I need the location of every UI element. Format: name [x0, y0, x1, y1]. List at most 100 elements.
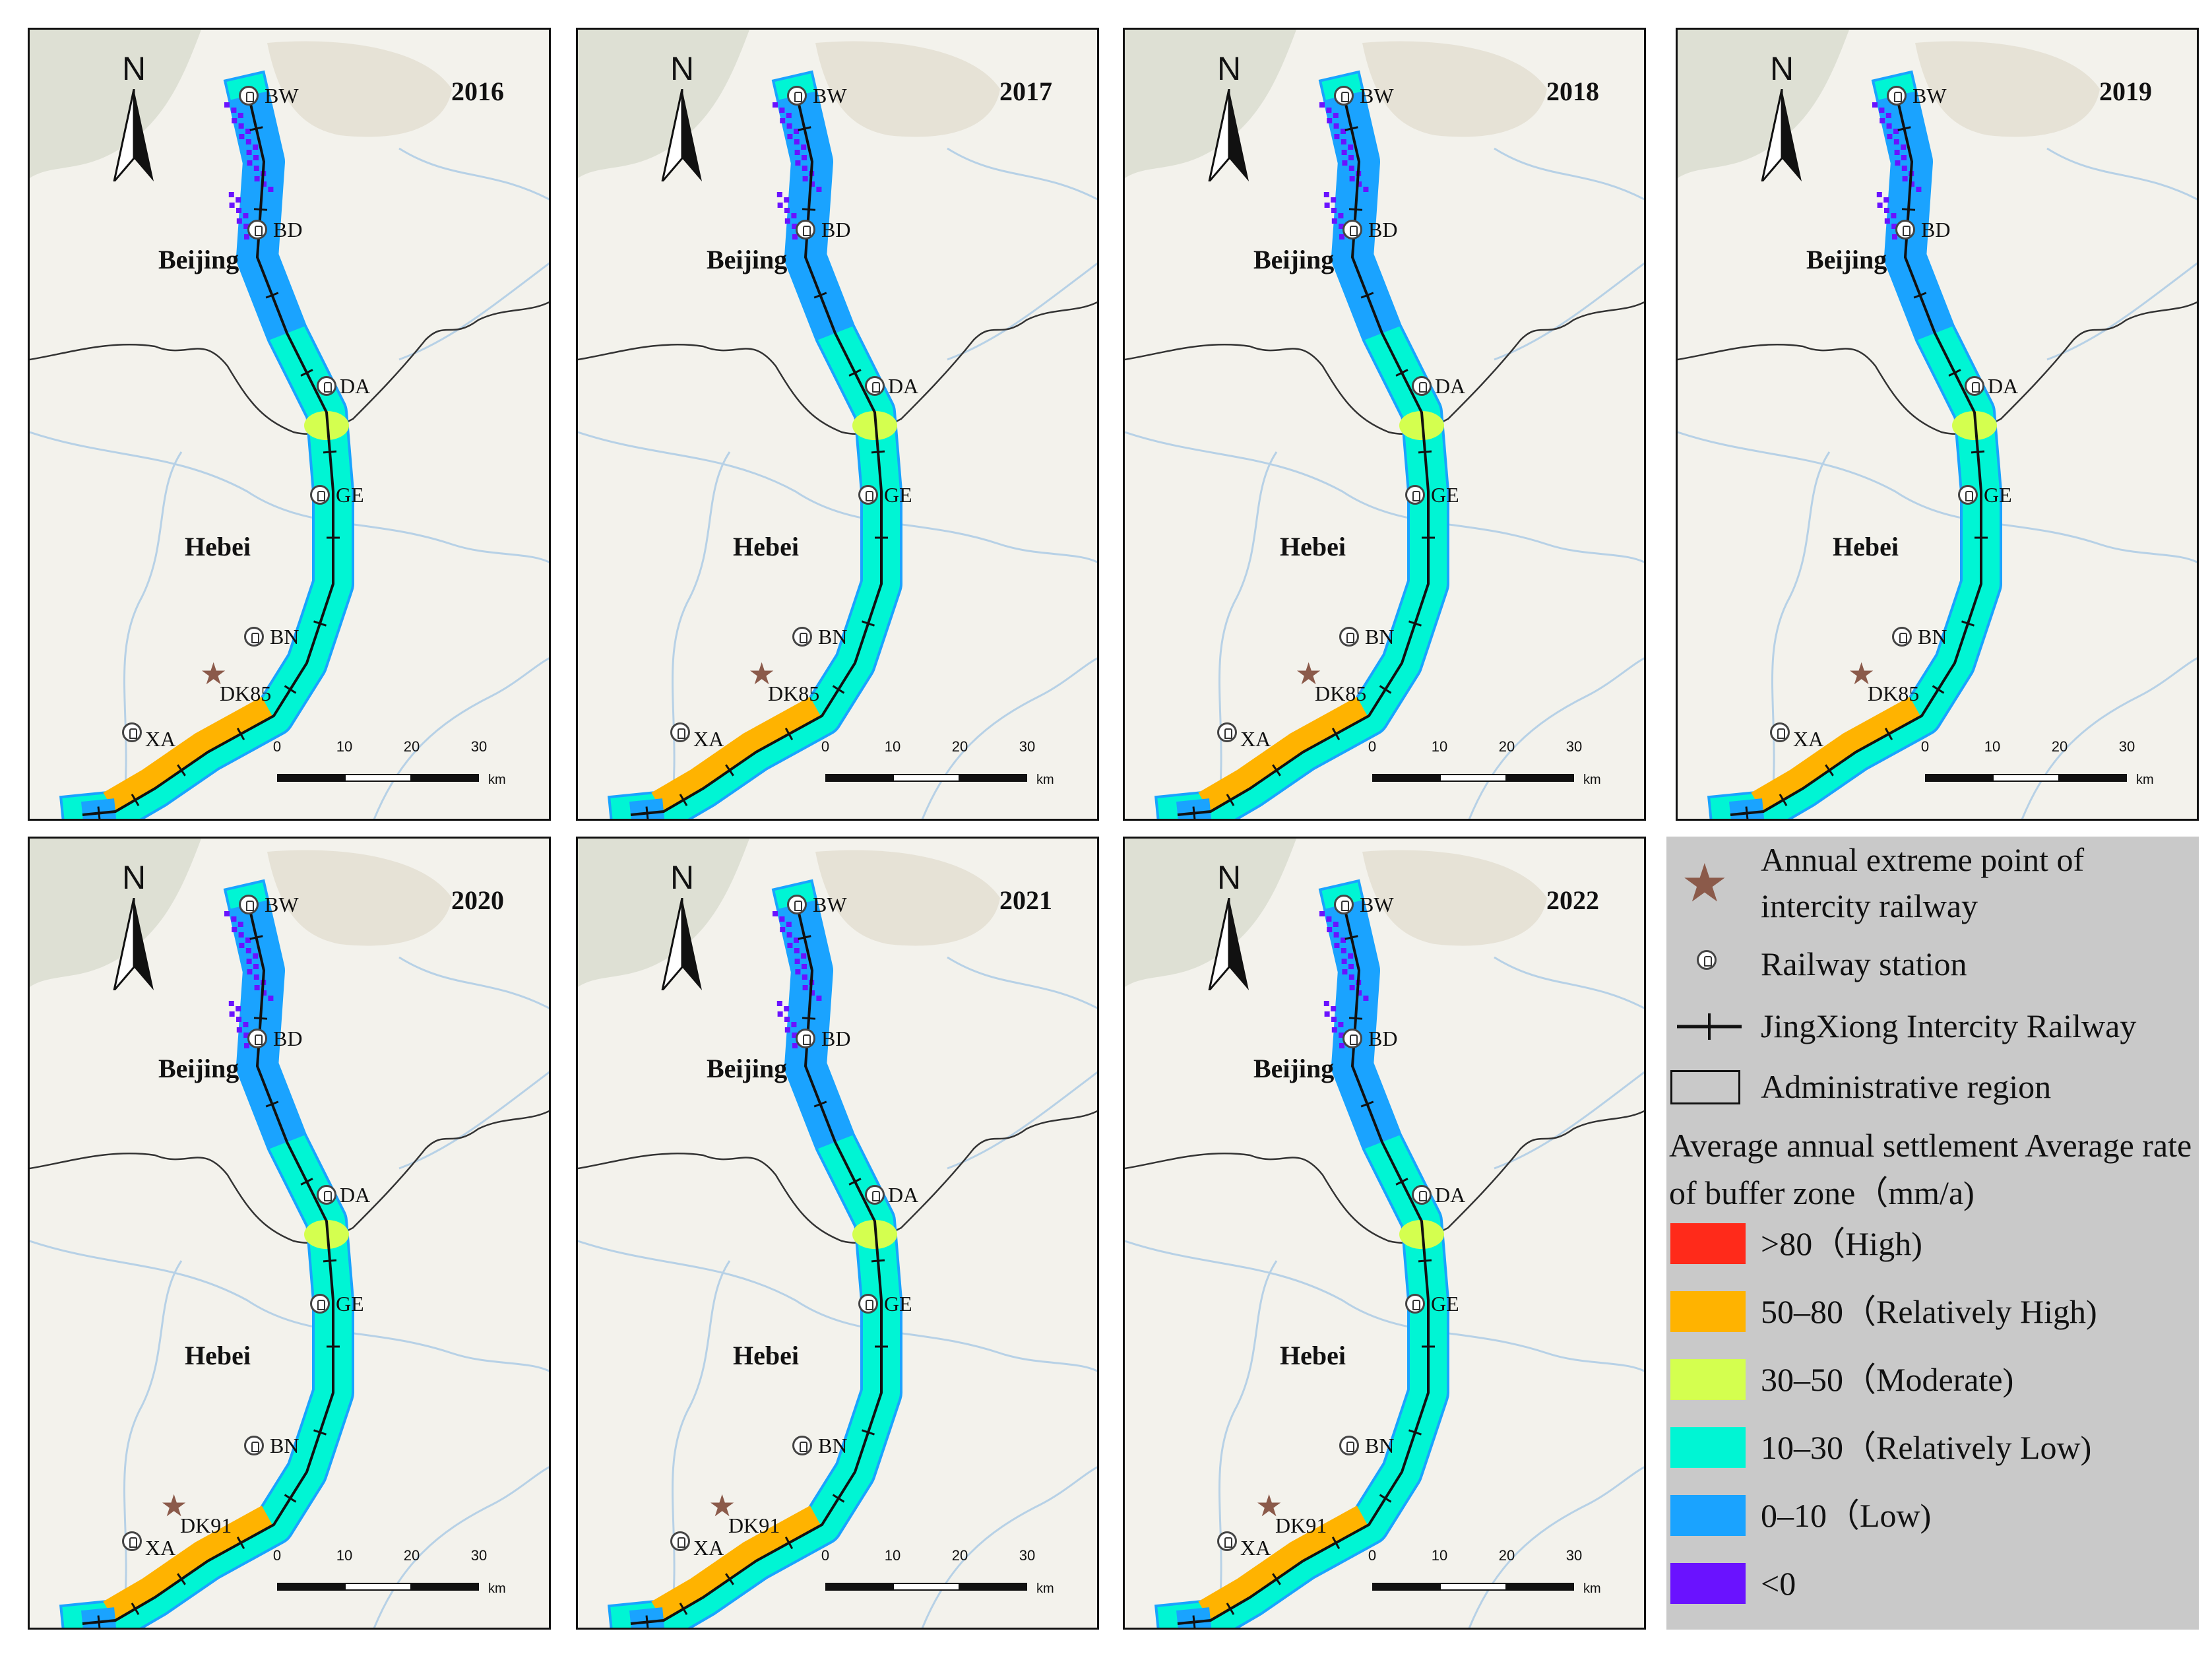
legend-railway: JingXiong Intercity Railway: [1666, 998, 2199, 1057]
railway-tick: [177, 1573, 186, 1585]
settlement-cell-negative: [236, 218, 242, 224]
river-line: [947, 956, 1097, 1009]
settlement-cell-negative: [1876, 192, 1882, 197]
settlement-cell-negative: [1901, 155, 1907, 160]
settlement-cell-negative: [1348, 155, 1354, 160]
railway-tick: [236, 728, 245, 740]
settlement-cell-negative: [1331, 208, 1337, 213]
north-arrow-icon: [1208, 898, 1249, 990]
railway-tick: [1825, 764, 1834, 777]
railway-tick: [131, 794, 140, 806]
settlement-cell-negative: [1334, 943, 1340, 948]
settlement-cell-negative: [802, 974, 807, 980]
station-label-bd: BD: [1921, 218, 1951, 241]
river-line: [121, 1260, 183, 1628]
settlement-cell-negative: [1886, 123, 1892, 129]
settlement-cell-negative: [236, 1006, 241, 1011]
legend-class-row: <0: [1666, 1560, 2199, 1620]
settlement-cell-negative: [795, 160, 801, 166]
railway-tick: [253, 208, 268, 211]
legend-railway-label: JingXiong Intercity Railway: [1761, 1007, 2137, 1044]
settlement-cell-negative: [254, 176, 260, 181]
settlement-cell-negative: [1319, 102, 1325, 108]
terrain-shading: [30, 839, 201, 987]
scale-tick-label: 0: [821, 738, 830, 755]
settlement-cell-negative: [792, 1033, 798, 1038]
settlement-cell-negative: [1909, 181, 1914, 187]
buffer-zone-band: [610, 73, 900, 819]
scale-segment: [412, 774, 479, 782]
buffer-zone-relatively-high: [1751, 697, 1921, 812]
railway-tick: [265, 1100, 279, 1108]
settlement-cell-negative: [243, 1033, 249, 1038]
settlement-cell-negative: [1884, 218, 1890, 224]
river-line: [30, 431, 549, 563]
scale-tick-label: 20: [1498, 738, 1515, 755]
settlement-cell-negative: [228, 1001, 234, 1006]
settlement-cell-negative: [794, 150, 800, 155]
settlement-cell-negative: [1892, 234, 1897, 239]
legend-class-row: 30–50（Moderate): [1666, 1356, 2199, 1416]
panel-year-label: 2016: [451, 77, 504, 106]
settlement-cell-negative: [794, 959, 800, 964]
railway-station-icon: [122, 722, 142, 742]
railway-tick: [1884, 728, 1893, 740]
settlement-cell-negative: [224, 102, 230, 108]
north-arrow: N: [108, 49, 167, 181]
legend-color-swatch: [1670, 1359, 1746, 1400]
settlement-cell-negative: [238, 932, 244, 938]
panel-year-label: 2019: [2099, 77, 2152, 106]
legend-class-row: 0–10（Low): [1666, 1492, 2199, 1552]
settlement-cell-negative: [236, 1017, 241, 1022]
railway-tick: [1948, 369, 1961, 377]
railway-station-icon: [239, 895, 259, 914]
settlement-cell-negative: [1331, 1006, 1337, 1011]
settlement-cell-negative: [1323, 1001, 1329, 1006]
settlement-cell-negative: [1349, 176, 1355, 181]
north-arrow-letter: N: [670, 50, 695, 87]
scale-segment: [2060, 774, 2127, 782]
region-label-hebei: Hebei: [1280, 532, 1346, 561]
settlement-cell-negative: [1341, 150, 1347, 155]
settlement-cell-negative: [780, 927, 786, 932]
river-line: [1217, 1260, 1278, 1628]
railway-station-icon: [792, 1436, 812, 1455]
railway-station-icon: [670, 722, 690, 742]
railway-tick: [284, 685, 297, 694]
railway-station-icon: [1895, 220, 1915, 239]
settlement-cell-negative: [801, 953, 807, 959]
river-line: [1494, 1071, 1644, 1170]
settlement-cell-negative: [1334, 134, 1340, 139]
railway-tick: [862, 1429, 875, 1436]
scale-tick-label: 0: [821, 1547, 830, 1564]
settlement-cell-negative: [246, 150, 252, 155]
region-label-hebei: Hebei: [733, 532, 799, 561]
settlement-cell-negative: [779, 916, 785, 922]
settlement-cell-negative: [787, 134, 793, 139]
scale-segment: [1439, 774, 1507, 782]
scale-segment: [1992, 774, 2060, 782]
panel-year-label: 2018: [1546, 77, 1599, 106]
north-arrow-icon: [661, 898, 702, 990]
river-line: [947, 262, 1097, 361]
railway-tick: [784, 1537, 794, 1549]
settlement-cell-negative: [253, 974, 259, 980]
scale-tick-label: 0: [1368, 738, 1377, 755]
railway-station-icon: [1412, 376, 1432, 396]
settlement-cell-negative: [231, 916, 237, 922]
terrain-shading: [578, 839, 749, 987]
scale-tick-label: 10: [336, 738, 353, 755]
station-label-bw: BW: [1912, 84, 1947, 108]
extreme-point-label: DK85: [1868, 682, 1920, 705]
scale-segment: [1372, 1583, 1439, 1591]
station-label-bw: BW: [1360, 893, 1394, 916]
river-line: [947, 1071, 1097, 1170]
urban-area: [267, 41, 452, 137]
railway-station-icon: [865, 1185, 885, 1205]
settlement-cell-negative: [801, 144, 807, 150]
terrain-shading: [1125, 30, 1296, 178]
scale-tick-label: 0: [1368, 1547, 1377, 1564]
map-canvas: [578, 30, 1097, 819]
railway-tick: [871, 1259, 885, 1263]
legend-class-label: <0: [1761, 1565, 1796, 1602]
